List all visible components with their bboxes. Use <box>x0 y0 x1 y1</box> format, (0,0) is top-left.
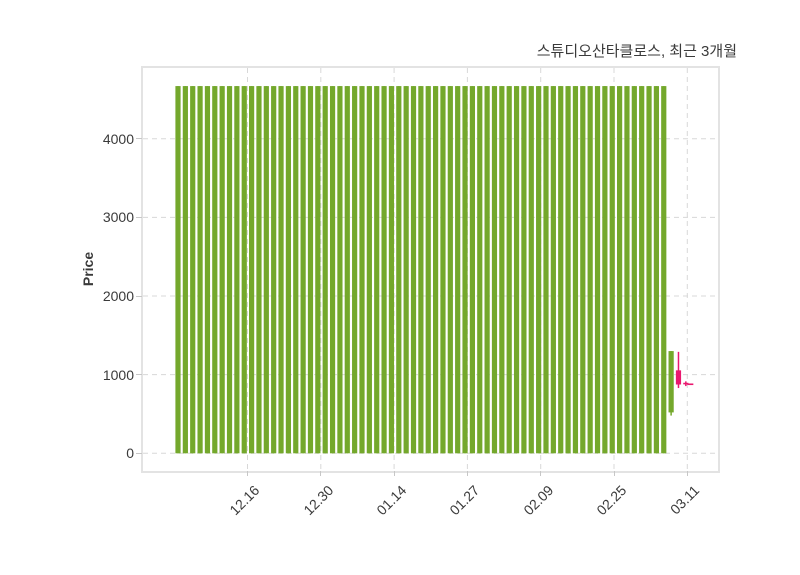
candle-body <box>653 86 659 454</box>
candle-body <box>558 86 564 454</box>
candle-body <box>249 86 255 454</box>
candle-body <box>521 86 527 454</box>
x-tick-mark <box>247 471 248 476</box>
candle-body <box>639 86 645 454</box>
candle-body <box>580 86 586 454</box>
candle-body <box>668 351 674 413</box>
candle-body <box>396 86 402 454</box>
candle-body <box>624 86 630 454</box>
candle-body <box>293 86 299 454</box>
candle-body <box>366 86 372 454</box>
candle-body <box>447 86 453 454</box>
candle-body <box>469 86 475 454</box>
candle-body <box>219 86 225 454</box>
candle-body <box>506 86 512 454</box>
chart-title: 스튜디오산타클로스, 최근 3개월 <box>536 43 737 60</box>
candle-body <box>602 86 608 454</box>
candle-body <box>410 86 417 454</box>
candle-body <box>617 86 623 454</box>
candle-body <box>675 370 682 385</box>
x-tick-mark <box>393 471 395 476</box>
candle-body <box>212 86 218 454</box>
x-tick-mark <box>613 471 615 476</box>
candle-body <box>683 382 689 385</box>
y-axis-title: Price <box>80 251 96 287</box>
candle-body <box>197 86 203 454</box>
x-tick-label: 03.11 <box>667 482 703 518</box>
candle-body <box>572 86 579 454</box>
candle-body <box>455 86 461 454</box>
candle-body <box>661 86 667 454</box>
y-tick-label: 1000 <box>102 366 134 383</box>
y-tick-label: 2000 <box>102 288 134 305</box>
x-tick-label: 01.14 <box>373 482 410 519</box>
candle-body <box>182 86 188 454</box>
x-tick-label: 12.30 <box>300 482 337 519</box>
candle-body <box>226 86 233 454</box>
candle-body <box>631 86 637 454</box>
candle-body <box>425 86 431 454</box>
candle-body <box>418 86 424 454</box>
candle-body <box>381 86 387 454</box>
candle-body <box>278 86 284 454</box>
candle-body <box>271 86 277 454</box>
x-tick-label: 01.27 <box>446 482 483 519</box>
candle-body <box>190 86 196 454</box>
y-tick-mark <box>136 216 142 218</box>
candle-body <box>499 86 505 454</box>
x-tick-label: 12.16 <box>226 482 263 519</box>
candle-body <box>433 86 439 454</box>
candle-body <box>175 86 181 454</box>
candle-body <box>594 86 601 454</box>
x-tick-label: 02.09 <box>519 482 557 519</box>
candle-body <box>256 86 262 454</box>
candle-body <box>352 86 358 454</box>
y-tick-mark <box>136 374 142 376</box>
candlestick-plot <box>143 68 718 471</box>
candle-body <box>462 86 468 454</box>
candle-body <box>344 86 350 454</box>
y-tick-label: 4000 <box>102 130 134 147</box>
candle-body <box>484 86 490 454</box>
x-tick-mark <box>686 471 688 476</box>
candle-body <box>388 86 395 454</box>
candle-body <box>285 86 291 454</box>
candle-body <box>307 86 314 454</box>
candle-body <box>646 86 652 454</box>
candle-body <box>263 86 269 454</box>
x-tick-mark <box>466 471 468 476</box>
candle-body <box>513 86 520 454</box>
candle-body <box>491 86 498 454</box>
y-tick-mark <box>136 138 142 140</box>
candle-body <box>315 86 321 454</box>
candle-body <box>550 86 556 454</box>
candle-body <box>477 86 483 454</box>
candle-body <box>234 86 240 454</box>
candle-body <box>609 86 615 454</box>
y-tick-mark <box>136 295 142 297</box>
candle-body <box>565 86 571 454</box>
candle-body <box>300 86 306 454</box>
y-tick-label: 3000 <box>102 209 134 226</box>
x-tick-mark <box>320 471 322 476</box>
y-tick-label: 0 <box>126 445 134 462</box>
candle-body <box>403 86 409 454</box>
x-tick-mark <box>540 471 542 476</box>
y-tick-mark <box>136 452 142 454</box>
candle-body <box>528 86 534 454</box>
candle-body <box>440 86 446 454</box>
x-tick-label: 02.25 <box>593 482 630 519</box>
candle-body <box>329 86 336 454</box>
candle-body <box>241 86 247 454</box>
candle-body <box>204 86 211 454</box>
candle-body <box>587 86 593 454</box>
candle-body <box>337 86 343 454</box>
candle-body <box>374 86 380 454</box>
candle-body <box>322 86 328 454</box>
candle-body <box>536 86 542 454</box>
candle-body <box>359 86 365 454</box>
candle-body <box>543 86 549 454</box>
